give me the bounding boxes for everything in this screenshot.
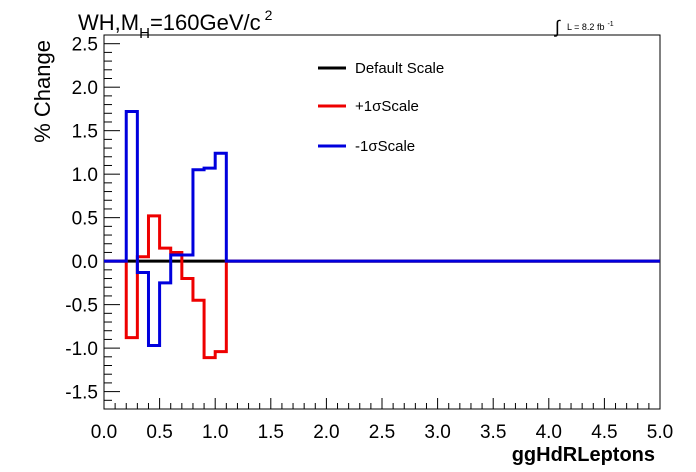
integral-sign: ∫ [553,17,561,37]
y-tick-label: 2.5 [72,35,98,56]
x-tick-label: 0.5 [146,422,172,443]
y-tick-label: -1.5 [65,383,98,404]
chart-title: WH,MH=160GeV/c 2 [78,7,273,42]
plot-series [104,110,660,360]
x-tick-label: 3.0 [424,422,450,443]
x-axis-title: ggHdRLeptons [512,444,655,466]
x-tick-label: 1.0 [202,422,228,443]
y-tick-label: 2.0 [72,78,98,99]
x-tick-label: 1.5 [258,422,284,443]
x-tick-label: 0.0 [91,422,117,443]
chart-title-rest: =160GeV/c [150,10,261,35]
chart-title-main: WH,M [78,10,139,35]
legend-label-0: Default Scale [355,60,444,77]
plot-frame [103,34,661,410]
x-tick-label: 4.0 [536,422,562,443]
legend-label-1: +1σScale [355,98,419,115]
y-axis-title: % Change [30,40,55,143]
y-tick-label: -1.0 [65,339,98,360]
x-tick-label: 5.0 [647,422,673,443]
y-tick-label: 0.5 [72,209,98,230]
x-tick-label: 2.5 [369,422,395,443]
chart-title-sub: H [139,25,150,42]
x-axis: 0.0 0.5 1.0 1.5 2.0 2.5 3.0 3.5 4.0 4.5 5.0 [91,398,673,443]
lumi-main: L = 8.2 fb [567,22,604,32]
x-tick-label: 2.0 [313,422,339,443]
y-axis: -1.5 -1.0 -0.5 0.0 0.5 1.0 1.5 2.0 2.5 [65,34,120,410]
series-line-1 [104,214,660,360]
legend-label-2: -1σScale [355,138,415,155]
series-line-2 [104,110,660,348]
chart-title-sup: 2 [265,7,273,23]
x-tick-label: 4.5 [591,422,617,443]
x-tick-label: 3.5 [480,422,506,443]
y-tick-label: -0.5 [65,296,98,317]
lumi-sup: -1 [607,21,613,28]
y-tick-label: 0.0 [72,252,98,273]
y-tick-label: 1.0 [72,165,98,186]
legend: Default Scale +1σScale -1σScale [318,60,444,155]
lumi-label: L = 8.2 fb -1 [567,21,614,32]
y-tick-label: 1.5 [72,122,98,143]
